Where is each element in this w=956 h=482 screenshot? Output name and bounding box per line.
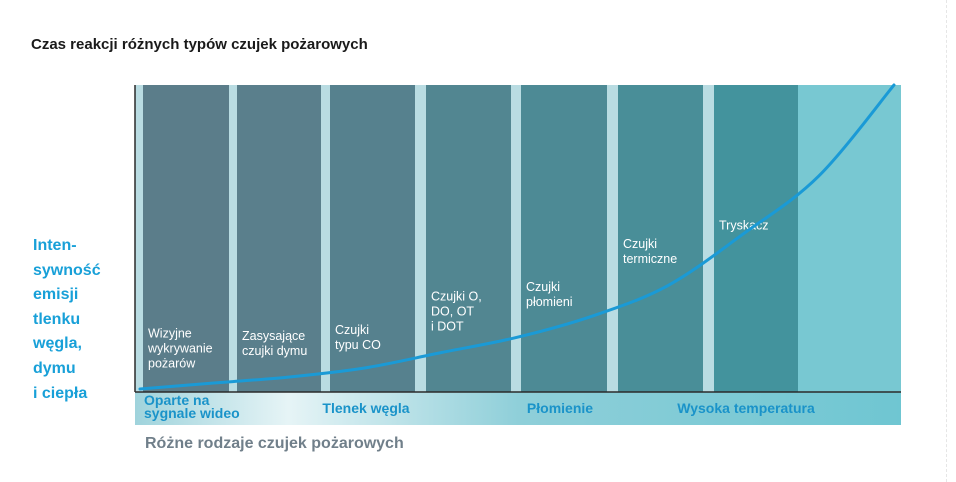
band-label: Płomienie [527,400,593,416]
detector-label: Czujki [623,237,657,251]
band-label: sygnale wideo [144,405,240,421]
band-label: Oparte na [144,392,210,408]
detector-column [618,85,703,392]
band-label: Tlenek węgla [322,400,409,416]
detector-column [237,85,321,392]
detector-column [714,85,798,392]
detector-label: DO, OT [431,305,474,319]
detector-label: Tryskacz [719,218,769,232]
detector-column [330,85,415,392]
chart-title: Czas reakcji różnych typów czujek pożaro… [31,36,368,53]
detector-label: Zasysające [242,329,305,343]
detector-label: Czujki [335,323,369,337]
detector-label: wykrywanie [147,341,213,355]
detector-label: typu CO [335,338,381,352]
detector-column [143,85,229,392]
x-axis-label: Różne rodzaje czujek pożarowych [145,435,404,452]
y-axis-label: Inten- sywność emisji tlenku węgla, dymu… [33,237,101,402]
band-label: Wysoka temperatura [677,400,815,416]
detector-label: Czujki [526,280,560,294]
detector-label: czujki dymu [242,344,307,358]
detector-label: płomieni [526,295,573,309]
detector-label: Czujki O, [431,290,482,304]
detector-column [521,85,607,392]
detector-label: pożarów [148,356,196,370]
page-edge-line [946,0,947,482]
detector-label: termiczne [623,252,677,266]
detector-label: Wizyjne [148,326,192,340]
intensity-curve [138,83,896,391]
detector-label: i DOT [431,320,464,334]
category-band [135,392,901,425]
last-zone [798,85,901,392]
